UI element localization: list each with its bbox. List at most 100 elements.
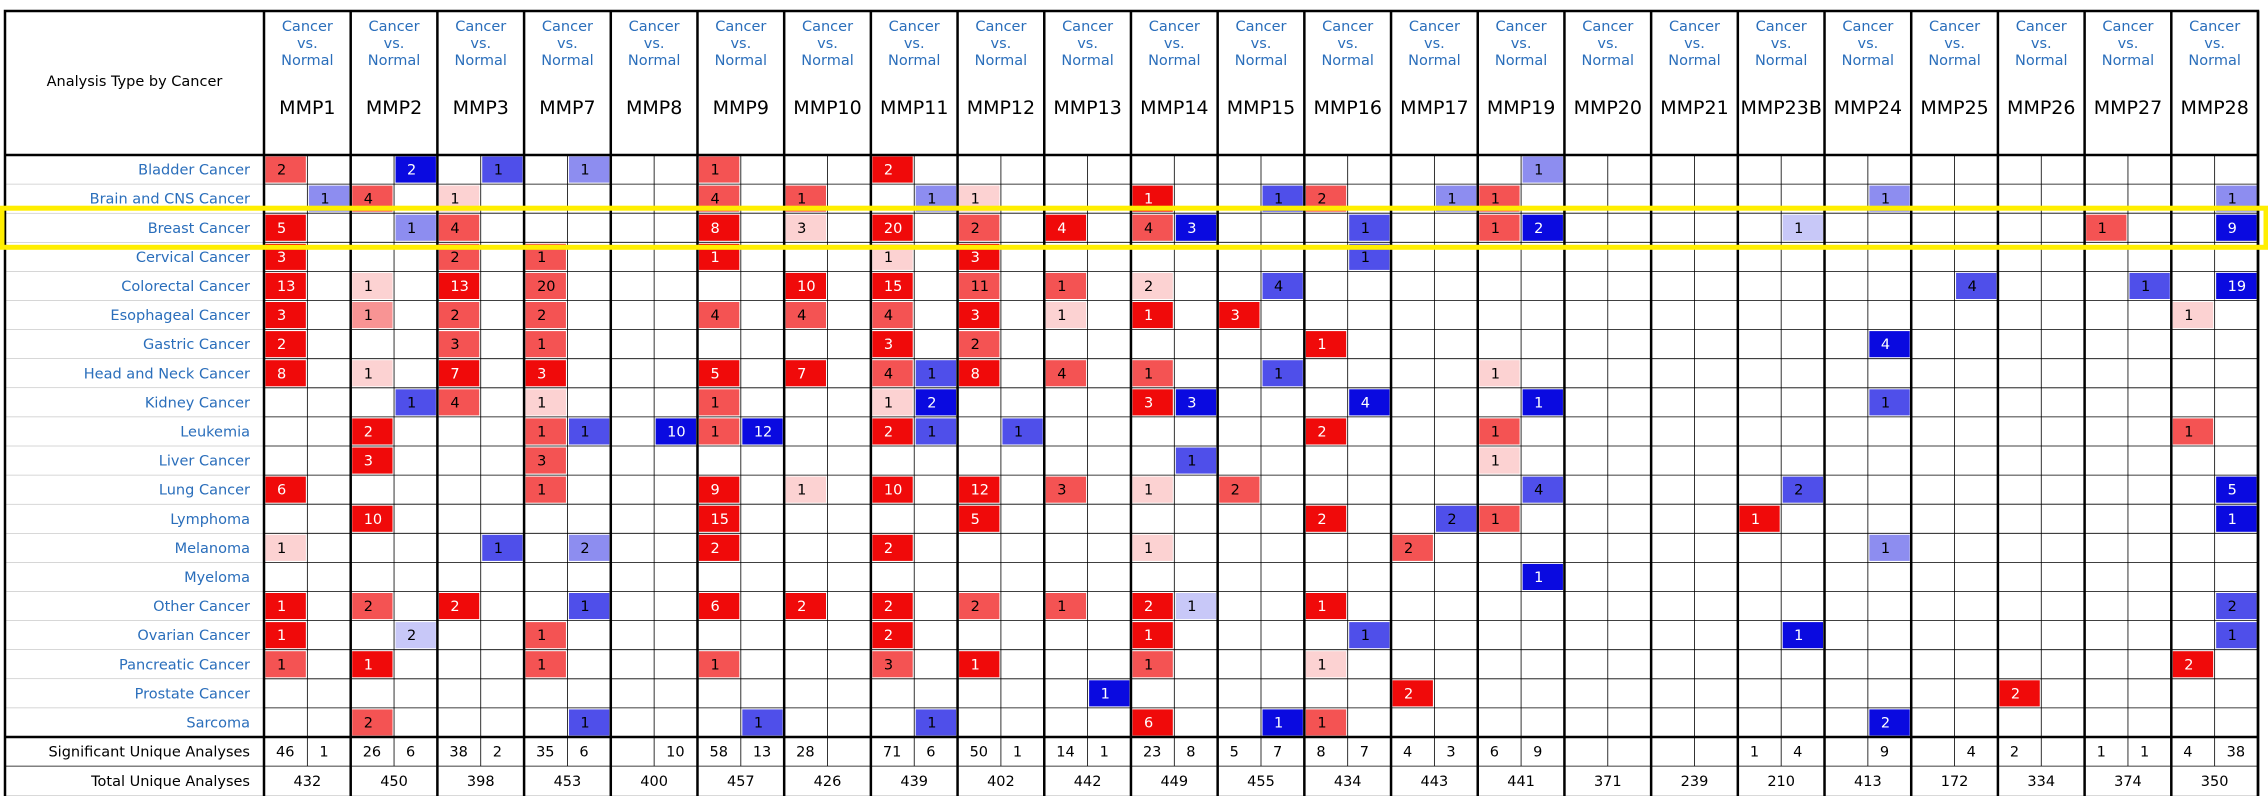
cell-value: 2 (277, 337, 286, 353)
heatmap-cell-up (438, 360, 480, 387)
column-subtitle: Normal (1495, 53, 1547, 69)
column-subtitle: Normal (2015, 53, 2067, 69)
significant-down-count: 4 (1967, 745, 1976, 761)
heatmap-cell-down (1522, 563, 1563, 590)
heatmap-cell-up (352, 505, 393, 532)
heatmap-cell-down (568, 156, 610, 183)
gene-header-mmp16: MMP16 (1313, 97, 1381, 119)
cell-value: 1 (1491, 512, 1500, 528)
heatmap-cell-down (915, 360, 957, 387)
cell-value: 1 (277, 628, 286, 644)
total-count: 443 (1421, 774, 1449, 790)
cancer-row-label: Breast Cancer (148, 221, 250, 237)
heatmap-cell-up (1132, 651, 1173, 678)
gene-header-mmp21: MMP21 (1660, 97, 1728, 119)
cell-value: 1 (1491, 424, 1500, 440)
cell-value: 1 (1794, 628, 1803, 644)
heatmap-cell-down (568, 534, 610, 561)
cell-value: 1 (927, 424, 936, 440)
heatmap-cell-up (698, 651, 740, 678)
heatmap-cell-up (352, 709, 393, 736)
heatmap-cell-up (1305, 418, 1347, 445)
cell-value: 2 (884, 599, 893, 615)
table-grid (3, 9, 2260, 796)
cell-value: 8 (710, 221, 719, 237)
column-subtitle: Cancer (1929, 19, 1980, 35)
cell-value: 1 (364, 279, 373, 295)
heatmap-cell-up (265, 214, 306, 241)
cancer-row-label: Melanoma (175, 541, 250, 557)
heatmap-cell-up (959, 331, 1000, 358)
column-subtitle: Cancer (1149, 19, 1200, 35)
significant-down-count: 38 (2227, 745, 2245, 761)
significant-down-count: 9 (1533, 745, 1542, 761)
significant-down-count: 8 (1186, 745, 1195, 761)
column-subtitle: Cancer (975, 19, 1026, 35)
column-subtitle: Normal (1928, 53, 1980, 69)
heatmap-cell-up (1219, 302, 1260, 329)
cell-value: 1 (927, 192, 936, 208)
gene-header-mmp12: MMP12 (967, 97, 1035, 119)
cell-value: 12 (971, 483, 989, 499)
cell-value: 2 (2011, 686, 2020, 702)
column-subtitle: Normal (801, 53, 853, 69)
column-subtitle: vs. (1597, 36, 1618, 52)
heatmap-cell-up (698, 156, 740, 183)
heatmap-cell-up (265, 593, 306, 620)
heatmap-cell-up (265, 622, 306, 649)
heatmap-cell-up (872, 534, 913, 561)
cell-value: 1 (2098, 221, 2107, 237)
heatmap-cell-up (698, 418, 740, 445)
cell-value: 1 (407, 395, 416, 411)
cancer-row-label: Other Cancer (153, 599, 250, 615)
significant-up-count: 14 (1056, 745, 1074, 761)
cell-value: 2 (884, 628, 893, 644)
heatmap-cell-down (915, 389, 957, 416)
cell-value: 3 (277, 308, 286, 324)
heatmap-cell-up (352, 302, 393, 329)
column-subtitle: Cancer (369, 19, 420, 35)
heatmap-cell-down (1089, 680, 1130, 707)
cancer-row-label: Cervical Cancer (136, 250, 250, 266)
cancer-row-label: Liver Cancer (159, 454, 250, 470)
heatmap-cell-down (1349, 214, 1390, 241)
heatmap-cell-up (1045, 360, 1087, 387)
heatmap-cell-up (1305, 505, 1347, 532)
cell-value: 2 (1794, 483, 1803, 499)
total-count: 442 (1074, 774, 1102, 790)
heatmap-cell-down (1869, 534, 1910, 561)
column-subtitle: Normal (1842, 53, 1894, 69)
heatmap-cell-up (959, 476, 1000, 503)
cancer-row-label: Myeloma (184, 570, 250, 586)
heatmap-cell-up (265, 476, 306, 503)
cell-value: 1 (1534, 395, 1543, 411)
heatmap-cell-up (959, 214, 1000, 241)
cancer-row-label: Bladder Cancer (138, 163, 250, 179)
heatmap-cell-up (872, 272, 913, 299)
significant-down-count: 6 (406, 745, 415, 761)
cell-value: 2 (2228, 599, 2237, 615)
heatmap-cell-up (525, 272, 566, 299)
cell-value: 1 (580, 599, 589, 615)
significant-up-count: 71 (883, 745, 901, 761)
heatmap-cell-down (395, 214, 436, 241)
column-subtitle: Normal (1321, 53, 1373, 69)
cell-value: 9 (710, 483, 719, 499)
column-subtitle: Normal (1582, 53, 1634, 69)
cell-value: 1 (1491, 366, 1500, 382)
column-subtitle: Cancer (629, 19, 680, 35)
cell-value: 6 (710, 599, 719, 615)
cell-value: 1 (580, 424, 589, 440)
heatmap-cell-down (1349, 622, 1390, 649)
cell-value: 1 (884, 395, 893, 411)
column-subtitle: Normal (368, 53, 420, 69)
significant-down-count: 10 (666, 745, 684, 761)
heatmap-cell-up (352, 272, 393, 299)
cell-value: 1 (320, 192, 329, 208)
cell-value: 1 (407, 221, 416, 237)
cell-value: 4 (1534, 483, 1543, 499)
cell-value: 1 (1274, 366, 1283, 382)
cell-value: 1 (2184, 424, 2193, 440)
heatmap-cell-up (698, 476, 740, 503)
